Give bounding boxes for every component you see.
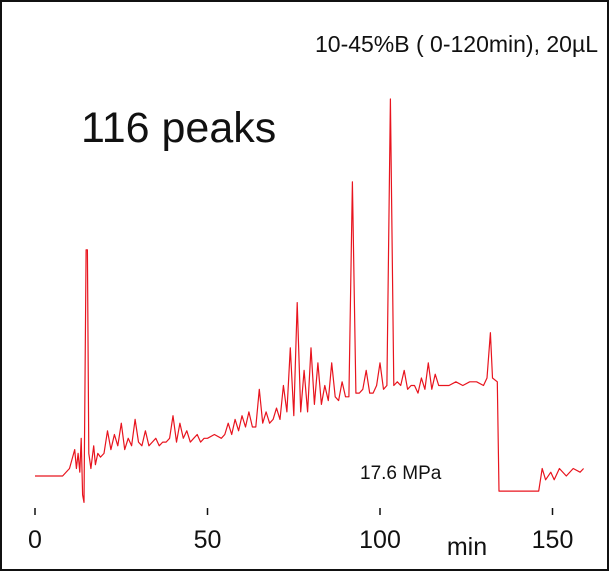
x-tick-label: 100	[359, 526, 401, 554]
x-axis-ticks	[34, 508, 554, 515]
chromatogram-trace	[35, 98, 585, 503]
peak-count-label: 116 peaks	[81, 104, 276, 152]
conditions-label: 10-45%B ( 0-120min), 20µL	[315, 31, 598, 57]
pressure-label: 17.6 MPa	[360, 463, 442, 484]
x-tick-label: 50	[194, 526, 222, 554]
x-tick-label: 150	[532, 526, 574, 554]
series-layer	[35, 98, 585, 503]
x-axis-label: min	[447, 533, 487, 561]
x-axis-tick-labels: 0 50 100 150	[28, 526, 573, 554]
x-tick-label: 0	[28, 526, 42, 554]
